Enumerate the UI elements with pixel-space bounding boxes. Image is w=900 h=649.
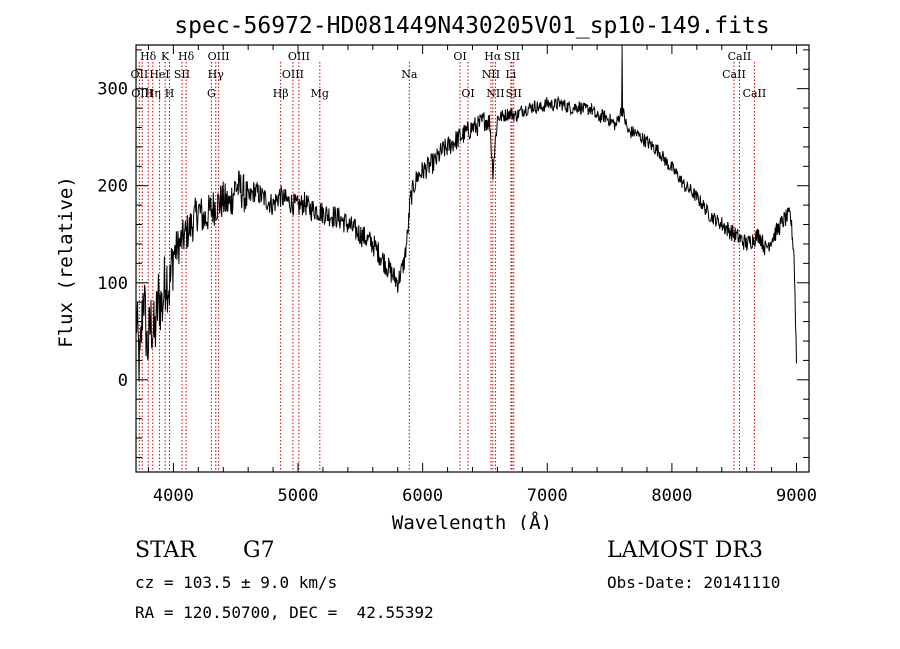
line-marker-label: HeI: [149, 68, 169, 81]
x-tick-label: 6000: [402, 486, 443, 506]
x-tick-label: 9000: [776, 486, 817, 506]
y-tick-label: 200: [97, 177, 128, 197]
line-marker-label: K: [161, 50, 170, 63]
line-marker-label: Na: [401, 68, 418, 81]
line-marker-label: NII: [486, 87, 504, 100]
x-tick-label: 4000: [153, 486, 194, 506]
observation-date: Obs-Date: 20141110: [607, 573, 781, 592]
line-marker-label: OI: [453, 50, 466, 63]
line-marker-label: OIII: [208, 50, 230, 63]
spectrum-line-group: [135, 49, 797, 381]
line-marker-label: Hβ: [273, 87, 289, 100]
line-marker-label: NII: [482, 68, 500, 81]
line-marker-label: G: [207, 87, 216, 100]
line-markers: Hδ OII OIII HeI Hη K SII H Hδ OIII Hγ G Hβ OIII OIII Mg…: [131, 50, 767, 472]
y-axis: 0 100 200 300: [97, 49, 809, 458]
plot-frame: [135, 44, 810, 473]
line-marker-label: Mg: [311, 87, 329, 100]
x-axis: 4000 5000 6000 7000 8000 9000: [147, 45, 817, 506]
line-marker-label: OIII: [288, 50, 310, 63]
chart-title: spec-56972-HD081449N430205V01_sp10-149.f…: [174, 13, 769, 39]
line-marker-label: OIII: [131, 87, 153, 100]
line-marker-label: H: [165, 87, 175, 100]
survey-name: LAMOST DR3: [607, 538, 763, 563]
line-marker-label: Li: [505, 68, 516, 81]
line-marker-label: Hδ: [178, 50, 195, 63]
y-tick-label: 100: [97, 274, 128, 294]
line-marker-label: OIII: [282, 68, 304, 81]
y-tick-label: 300: [97, 80, 128, 100]
spectrum-chart: spec-56972-HD081449N430205V01_sp10-149.f…: [55, 13, 817, 530]
line-marker-label: SII: [174, 68, 190, 81]
x-tick-label: 5000: [278, 486, 319, 506]
ra-dec-coordinates: RA = 120.50700, DEC = 42.55392: [135, 603, 434, 622]
line-marker-label: Hγ: [208, 68, 225, 81]
line-marker-label: Hα: [484, 50, 502, 63]
line-marker-label: SII: [506, 87, 522, 100]
x-axis-label: Wavelength (Å): [392, 511, 552, 530]
line-marker-label: CaII: [728, 50, 752, 63]
x-tick-label: 7000: [527, 486, 568, 506]
spectrum-series-flux: [135, 49, 797, 381]
redshift-velocity: cz = 103.5 ± 9.0 km/s: [135, 573, 338, 592]
object-class: STAR: [135, 538, 196, 563]
line-marker-label: CaII: [722, 68, 746, 81]
y-tick-label: 0: [118, 371, 128, 391]
spectral-subclass: G7: [243, 538, 275, 563]
line-marker-label: OI: [461, 87, 474, 100]
line-marker-label: SII: [504, 50, 520, 63]
line-marker-label: CaII: [743, 87, 767, 100]
line-marker-label: OII: [131, 68, 149, 81]
x-tick-label: 8000: [651, 486, 692, 506]
line-marker-label: Hδ: [140, 50, 157, 63]
y-axis-label: Flux (relative): [55, 176, 77, 348]
line-marker-label: Hη: [145, 87, 161, 100]
